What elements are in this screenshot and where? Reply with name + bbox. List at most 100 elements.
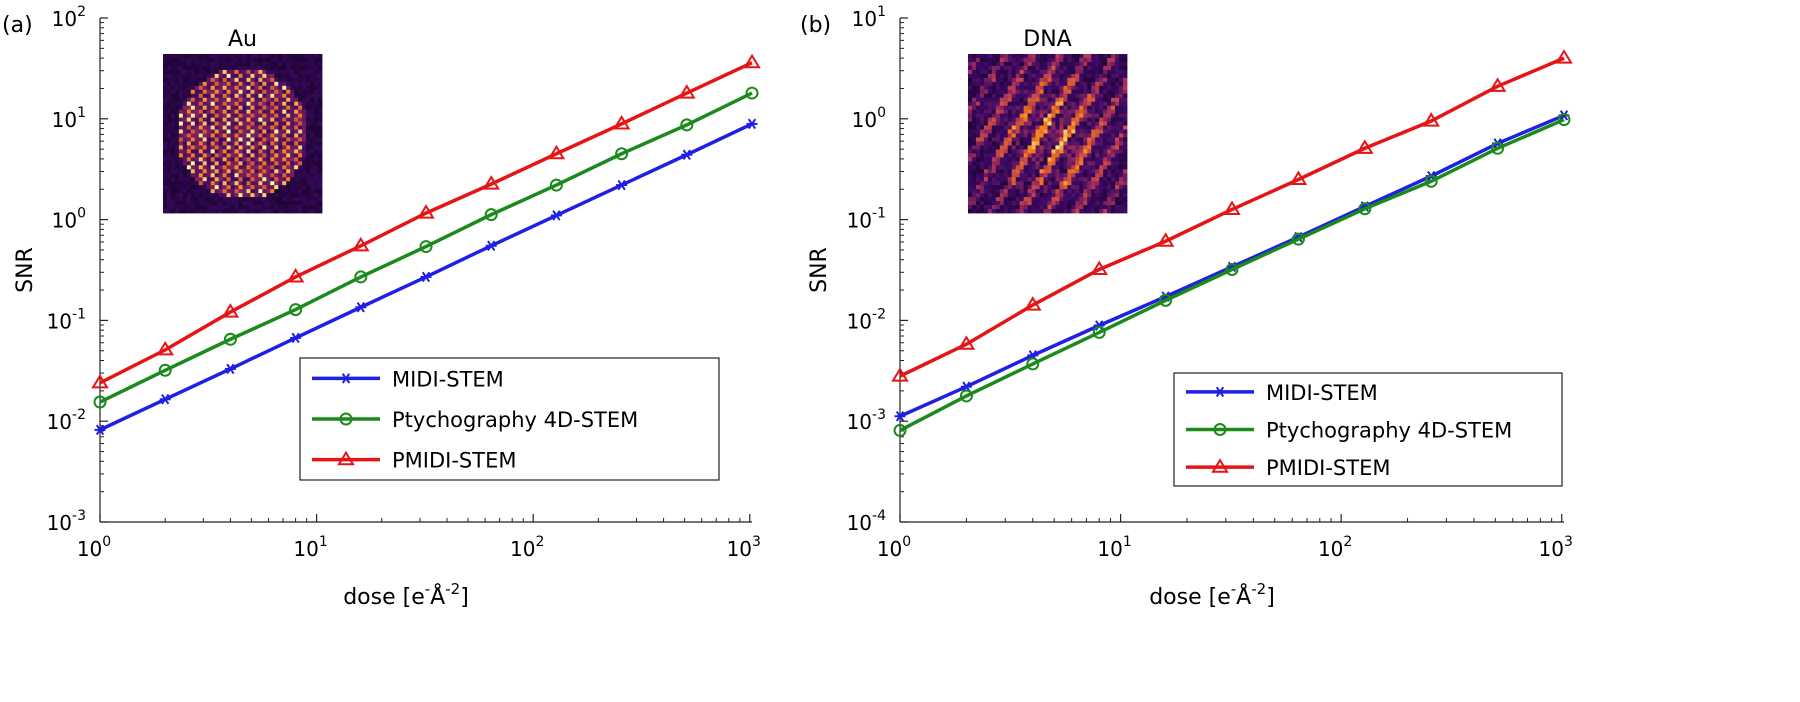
inset-pixel bbox=[163, 69, 168, 75]
inset-pixel bbox=[1103, 133, 1108, 138]
inset-pixel bbox=[971, 109, 977, 115]
inset-pixel bbox=[1035, 161, 1040, 166]
inset-pixel bbox=[1015, 54, 1021, 59]
inset-pixel bbox=[278, 205, 283, 210]
data-point bbox=[1356, 139, 1374, 154]
inset-pixel bbox=[1123, 149, 1128, 154]
inset-pixel bbox=[318, 77, 323, 83]
inset-pixel bbox=[987, 133, 993, 138]
inset-pixel bbox=[1087, 153, 1092, 158]
inset-pixel bbox=[991, 109, 997, 115]
inset-pixel bbox=[1095, 85, 1100, 91]
inset-pixel bbox=[1003, 197, 1009, 202]
inset-pixel bbox=[254, 89, 259, 95]
inset-pixel bbox=[1111, 101, 1116, 107]
inset-pixel bbox=[214, 81, 220, 87]
inset-pixel bbox=[1063, 157, 1068, 162]
inset-pixel bbox=[226, 93, 231, 99]
legend-item: PMIDI-STEM bbox=[1186, 456, 1390, 480]
y-tick-base: 10 bbox=[847, 511, 872, 535]
inset-pixel bbox=[1047, 121, 1052, 126]
inset-pixel bbox=[226, 65, 231, 71]
inset-pixel bbox=[230, 85, 235, 91]
inset-pixel bbox=[1071, 205, 1076, 210]
inset-pixel bbox=[1047, 197, 1052, 202]
inset-pixel bbox=[266, 197, 271, 202]
inset-pixel bbox=[266, 185, 271, 190]
inset-pixel bbox=[1111, 54, 1116, 59]
inset-pixel bbox=[1075, 85, 1080, 91]
inset-pixel bbox=[250, 177, 255, 182]
inset-pixel bbox=[306, 69, 311, 75]
inset-pixel bbox=[262, 133, 267, 138]
inset-pixel bbox=[1075, 185, 1080, 190]
x-tick-base: 10 bbox=[1097, 537, 1122, 561]
inset-pixel bbox=[979, 205, 985, 210]
inset-pixel bbox=[274, 141, 279, 146]
inset-pixel bbox=[298, 133, 303, 138]
inset-pixel bbox=[1111, 181, 1116, 186]
inset-pixel bbox=[1035, 57, 1040, 63]
inset-pixel bbox=[226, 97, 231, 103]
inset-pixel bbox=[306, 173, 311, 178]
inset-pixel bbox=[234, 81, 239, 87]
inset-pixel bbox=[186, 77, 192, 83]
inset-pixel bbox=[1067, 81, 1072, 87]
inset-pixel bbox=[286, 81, 291, 87]
inset-pixel bbox=[318, 165, 323, 170]
inset-pixel bbox=[222, 89, 227, 95]
inset-pixel bbox=[286, 201, 291, 206]
inset-pixel bbox=[163, 109, 168, 115]
inset-pixel bbox=[210, 105, 216, 111]
inset-pixel bbox=[174, 181, 180, 186]
inset-title: Au bbox=[228, 27, 257, 52]
inset-pixel bbox=[310, 61, 315, 67]
inset-pixel bbox=[298, 157, 303, 162]
x-label-part: ] bbox=[460, 585, 469, 610]
inset-pixel bbox=[266, 105, 271, 111]
inset-pixel bbox=[194, 81, 200, 87]
x-label-sup: - bbox=[1231, 580, 1236, 598]
inset-pixel bbox=[1059, 121, 1064, 126]
inset-pixel bbox=[1035, 73, 1040, 79]
inset-pixel bbox=[1059, 145, 1064, 150]
inset-pixel bbox=[1075, 157, 1080, 162]
inset-pixel bbox=[222, 69, 227, 75]
inset-pixel bbox=[282, 81, 287, 87]
inset-pixel bbox=[1055, 177, 1060, 182]
inset-pixel bbox=[242, 141, 247, 146]
inset-pixel bbox=[1067, 54, 1072, 59]
inset-pixel bbox=[1091, 161, 1096, 166]
inset-pixel bbox=[1059, 193, 1064, 198]
inset-pixel bbox=[274, 97, 279, 103]
inset-pixel bbox=[182, 209, 188, 214]
inset-pixel bbox=[274, 153, 279, 158]
inset-pixel bbox=[975, 101, 981, 107]
inset-pixel bbox=[1023, 81, 1029, 87]
inset-pixel bbox=[1091, 97, 1096, 103]
inset-pixel bbox=[1031, 117, 1036, 122]
inset-pixel bbox=[1023, 145, 1029, 150]
inset-pixel bbox=[1079, 101, 1084, 107]
inset-pixel bbox=[202, 141, 208, 146]
inset-pixel bbox=[194, 129, 200, 134]
inset-pixel bbox=[983, 205, 989, 210]
inset-pixel bbox=[1087, 161, 1092, 166]
inset-pixel bbox=[1111, 133, 1116, 138]
inset-pixel bbox=[250, 149, 255, 154]
inset-pixel bbox=[286, 77, 291, 83]
inset-pixel bbox=[246, 61, 251, 67]
series-midi-stem bbox=[94, 118, 758, 436]
inset-pixel bbox=[1115, 205, 1120, 210]
inset-pixel bbox=[306, 65, 311, 71]
inset-pixel bbox=[206, 65, 212, 71]
inset-pixel bbox=[1111, 77, 1116, 83]
inset-pixel bbox=[210, 153, 216, 158]
inset-pixel bbox=[302, 205, 307, 210]
legend-marker bbox=[337, 450, 355, 466]
x-tick-base: 10 bbox=[727, 537, 752, 561]
inset-pixel bbox=[979, 153, 985, 158]
inset-pixel bbox=[230, 197, 235, 202]
inset-pixel bbox=[1123, 54, 1128, 59]
inset-pixel bbox=[246, 81, 251, 87]
